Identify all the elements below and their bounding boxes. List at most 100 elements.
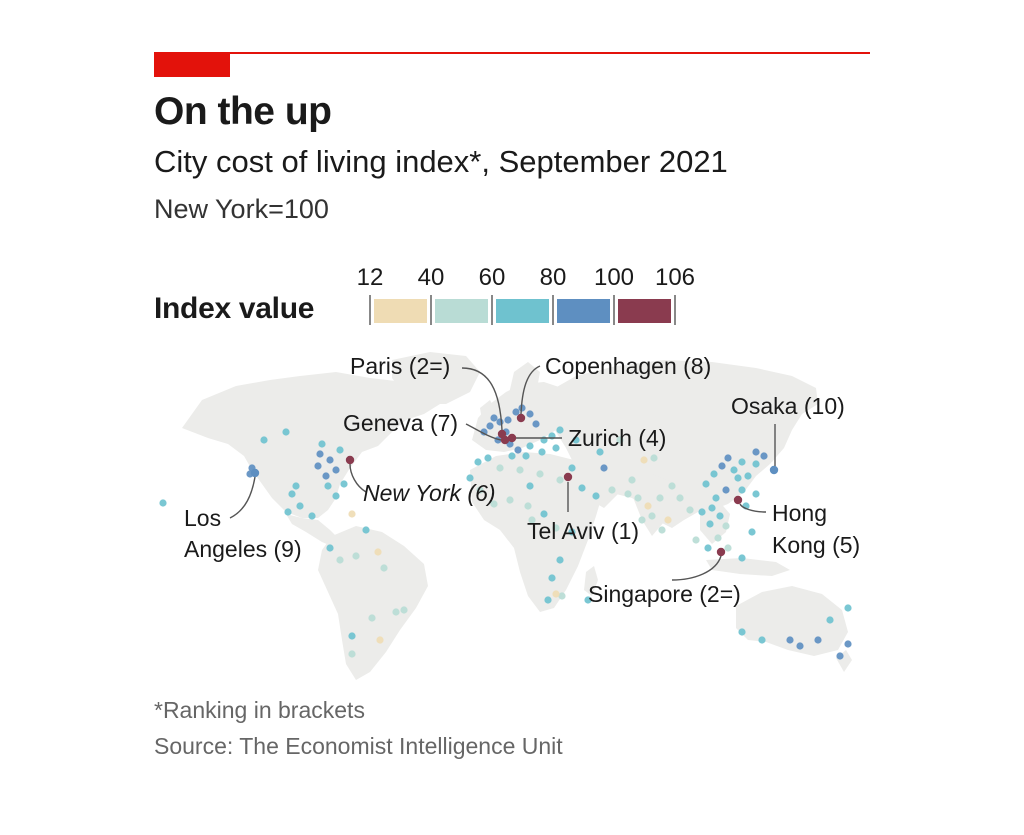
city-dot bbox=[668, 482, 676, 490]
city-dot bbox=[738, 628, 746, 636]
city-dot bbox=[524, 502, 532, 510]
city-labels: Paris (2=) Copenhagen (8) Geneva (7) Zurich… bbox=[184, 353, 860, 607]
city-name: Kong bbox=[772, 532, 826, 558]
north-america-shape bbox=[182, 372, 440, 518]
city-name: Osaka bbox=[731, 393, 798, 419]
greenland-shape bbox=[392, 352, 480, 404]
city-dot-copenhagen bbox=[516, 413, 526, 423]
city-dot bbox=[744, 472, 752, 480]
city-dot bbox=[724, 454, 732, 462]
city-rank: (4) bbox=[638, 425, 666, 451]
city-dot bbox=[722, 486, 730, 494]
brand-tag bbox=[154, 52, 230, 77]
city-dot bbox=[308, 512, 316, 520]
source-note: Source: The Economist Intelligence Unit bbox=[154, 733, 563, 759]
city-label-hong-kong-line2: Kong (5) bbox=[772, 532, 860, 558]
city-dot bbox=[658, 526, 666, 534]
city-dot bbox=[362, 526, 370, 534]
city-dot bbox=[352, 552, 360, 560]
city-dot bbox=[556, 426, 564, 434]
city-rank: (10) bbox=[804, 393, 845, 419]
city-dot bbox=[552, 524, 560, 532]
chart-title: On the up bbox=[154, 90, 332, 133]
city-dot bbox=[348, 632, 356, 640]
leader-hong-kong bbox=[739, 503, 767, 513]
city-dot bbox=[374, 548, 382, 556]
city-dot bbox=[526, 482, 534, 490]
city-dot bbox=[318, 440, 326, 448]
legend-swatch-100-106 bbox=[618, 299, 671, 323]
city-dot bbox=[284, 508, 292, 516]
city-label-geneva: Geneva (7) bbox=[343, 410, 458, 436]
city-dot bbox=[538, 448, 546, 456]
city-dot bbox=[702, 480, 710, 488]
city-dot bbox=[288, 490, 296, 498]
japan-shape bbox=[766, 414, 788, 462]
city-dot bbox=[314, 462, 322, 470]
city-dot-los-angeles bbox=[250, 468, 260, 478]
legend-tick-label-60: 60 bbox=[478, 264, 506, 291]
city-dot-tel-aviv bbox=[563, 472, 573, 482]
city-label-tel-aviv: Tel Aviv (1) bbox=[527, 518, 639, 544]
city-dot bbox=[596, 448, 604, 456]
city-dot bbox=[296, 502, 304, 510]
city-dot bbox=[260, 436, 268, 444]
city-dot bbox=[326, 456, 334, 464]
city-dot bbox=[496, 418, 504, 426]
city-dot bbox=[844, 604, 852, 612]
label-leaders bbox=[229, 365, 776, 581]
city-label-hong-kong-line1: Hong bbox=[772, 500, 827, 526]
city-dot bbox=[692, 536, 700, 544]
city-dot bbox=[368, 614, 376, 622]
city-dot bbox=[634, 494, 642, 502]
city-dot bbox=[504, 416, 512, 424]
city-rank: (1) bbox=[611, 518, 639, 544]
city-dot bbox=[348, 510, 356, 518]
city-dot bbox=[724, 544, 732, 552]
se-asia-shape bbox=[700, 500, 730, 544]
legend-tick-label-106: 106 bbox=[654, 264, 696, 291]
land-layer bbox=[182, 352, 852, 680]
city-dot-hong-kong bbox=[733, 495, 743, 505]
city-dot bbox=[484, 454, 492, 462]
city-dot bbox=[608, 486, 616, 494]
city-dot bbox=[324, 482, 332, 490]
city-dot bbox=[638, 516, 646, 524]
city-dot bbox=[548, 574, 556, 582]
city-name: New York bbox=[363, 480, 463, 506]
city-dot bbox=[496, 464, 504, 472]
city-dot bbox=[836, 652, 844, 660]
city-dot bbox=[474, 458, 482, 466]
city-dot bbox=[760, 452, 768, 460]
city-dot bbox=[730, 466, 738, 474]
city-dot bbox=[526, 442, 534, 450]
legend-tick-12 bbox=[369, 295, 371, 325]
city-dot bbox=[552, 590, 560, 598]
city-dot bbox=[686, 506, 694, 514]
city-rank: (5) bbox=[832, 532, 860, 558]
city-dot bbox=[380, 564, 388, 572]
city-dot-osaka bbox=[769, 465, 779, 475]
top-rule bbox=[154, 52, 870, 54]
city-dot bbox=[712, 494, 720, 502]
city-dot bbox=[336, 556, 344, 564]
city-dot bbox=[508, 452, 516, 460]
city-dot bbox=[476, 486, 484, 494]
city-dot bbox=[332, 466, 340, 474]
city-dot bbox=[292, 482, 300, 490]
city-dot bbox=[844, 640, 852, 648]
madagascar-shape bbox=[584, 566, 598, 596]
city-dot bbox=[698, 508, 706, 516]
city-dot bbox=[616, 436, 624, 444]
city-dot bbox=[676, 494, 684, 502]
city-name: Zurich bbox=[568, 425, 632, 451]
legend-title: Index value bbox=[154, 292, 315, 325]
city-dot bbox=[556, 556, 564, 564]
city-dot-singapore bbox=[716, 547, 726, 557]
city-name: Copenhagen bbox=[545, 353, 677, 379]
city-name: Hong bbox=[772, 500, 827, 526]
leader-copenhagen bbox=[520, 365, 541, 415]
city-name: Paris bbox=[350, 353, 402, 379]
legend-swatch-12-40 bbox=[374, 299, 427, 323]
city-dot bbox=[628, 476, 636, 484]
